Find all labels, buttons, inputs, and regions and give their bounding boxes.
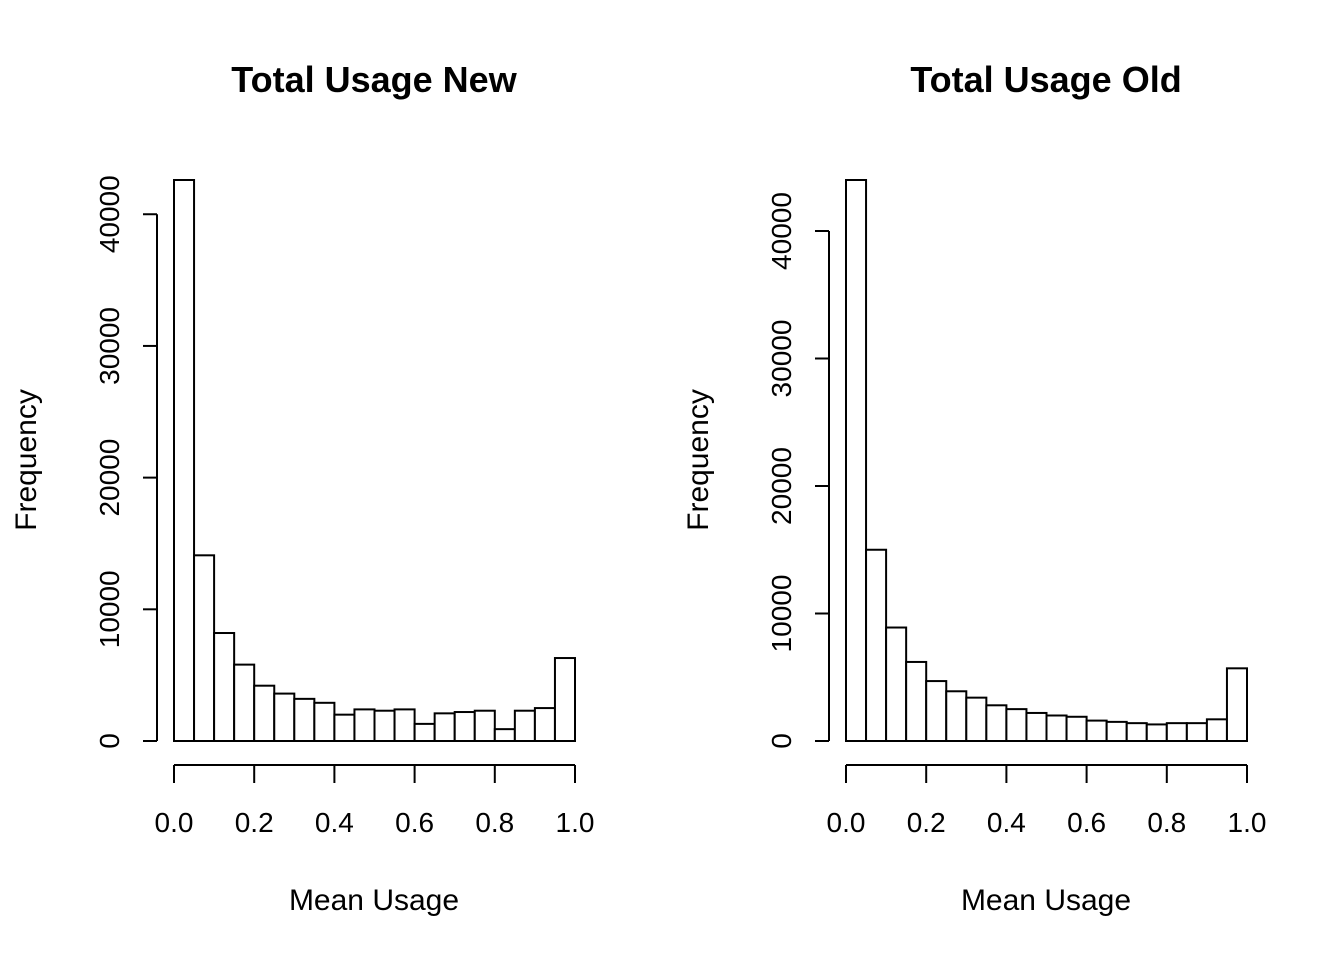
x-axis-label: Mean Usage: [289, 884, 459, 917]
histogram-bar: [333, 713, 356, 743]
histogram-bar: [845, 179, 868, 742]
histogram-bar: [533, 707, 556, 742]
y-tick-label: 40000: [94, 175, 125, 253]
y-tick-label: 20000: [94, 439, 125, 517]
histogram-bar: [1205, 718, 1228, 743]
histogram-bar: [233, 663, 256, 742]
y-tick-label: 30000: [94, 307, 125, 385]
histogram-bar: [193, 554, 216, 742]
x-axis: 0.0 0.2 0.4 0.6 0.8 1.0: [155, 764, 595, 838]
y-tick-label: 10000: [94, 570, 125, 648]
y-axis: 0 10000 20000 30000 40000: [766, 192, 830, 749]
histogram-bar: [1025, 711, 1048, 743]
x-tick-label: 0.6: [1067, 807, 1106, 838]
histogram-bar: [1165, 722, 1188, 743]
y-tick-label: 40000: [766, 192, 797, 270]
x-tick-label: 0.2: [235, 807, 274, 838]
histogram-panel-new: Total Usage New Mean Usage Frequency 0 10…: [10, 59, 594, 917]
histogram-bar: [213, 632, 236, 743]
histogram-bar: [1225, 667, 1248, 743]
histogram-bar: [1185, 722, 1208, 743]
y-tick-label: 20000: [766, 447, 797, 525]
x-tick-label: 1.0: [1228, 807, 1267, 838]
histogram-bar: [885, 626, 908, 743]
x-axis: 0.0 0.2 0.4 0.6 0.8 1.0: [827, 764, 1267, 838]
histogram-bar: [293, 697, 316, 742]
x-tick-label: 0.4: [987, 807, 1026, 838]
histogram-bar: [353, 708, 376, 742]
histogram-bar: [413, 722, 436, 743]
y-axis-label: Frequency: [10, 389, 43, 531]
histogram-bar: [553, 657, 577, 743]
y-tick-label: 30000: [766, 320, 797, 398]
bars-group: [845, 179, 1248, 743]
histogram-bar: [905, 660, 928, 743]
histogram-bar: [253, 684, 276, 742]
histogram-bar: [473, 709, 496, 742]
histogram-bar: [1005, 708, 1028, 742]
histogram-bar: [1065, 715, 1088, 743]
x-tick-label: 0.2: [907, 807, 946, 838]
histogram-bar: [493, 728, 516, 743]
x-tick-label: 0.8: [475, 807, 514, 838]
histogram-bar: [273, 692, 296, 743]
y-axis: 0 10000 20000 30000 40000: [94, 175, 158, 749]
histogram-bar: [173, 179, 196, 742]
histogram-bar: [393, 708, 416, 742]
chart-title: Total Usage Old: [910, 59, 1181, 100]
histogram-panel-old: Total Usage Old Mean Usage Frequency 0 10…: [682, 59, 1266, 917]
histogram-bar: [513, 709, 536, 742]
x-tick-label: 1.0: [556, 807, 595, 838]
y-tick-label: 0: [766, 733, 797, 749]
histogram-bar: [1125, 722, 1148, 743]
y-tick-label: 0: [94, 733, 125, 749]
histogram-bar: [433, 712, 456, 743]
histogram-bar: [1045, 714, 1068, 742]
x-tick-label: 0.4: [315, 807, 354, 838]
histogram-bar: [313, 701, 336, 743]
chart-title: Total Usage New: [231, 59, 517, 100]
histogram-bar: [1085, 719, 1108, 742]
x-axis-label: Mean Usage: [961, 884, 1131, 917]
x-tick-label: 0.0: [155, 807, 194, 838]
x-tick-label: 0.0: [827, 807, 866, 838]
histogram-bar: [1145, 723, 1168, 742]
bars-group: [173, 179, 577, 743]
y-tick-label: 10000: [766, 575, 797, 653]
x-tick-label: 0.8: [1147, 807, 1186, 838]
histogram-bar: [1105, 720, 1128, 742]
histogram-bar: [453, 711, 476, 743]
histogram-bar: [925, 680, 948, 743]
x-tick-label: 0.6: [395, 807, 434, 838]
histogram-bar: [945, 690, 968, 743]
histogram-bar: [965, 696, 988, 743]
y-axis-label: Frequency: [682, 389, 715, 531]
histogram-bar: [373, 709, 396, 742]
histogram-bar: [985, 704, 1008, 742]
histogram-bar: [865, 548, 888, 742]
